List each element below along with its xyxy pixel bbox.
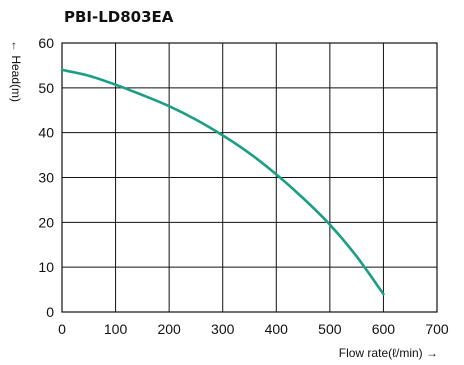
y-axis-ticks: 0 10 20 30 40 50 60	[38, 35, 54, 320]
y-axis-label: ← Head(m)	[9, 40, 23, 102]
x-tick-label: 100	[104, 321, 128, 337]
series-line	[60, 68, 385, 296]
x-tick-label: 0	[58, 321, 66, 337]
x-axis-ticks: 0 100 200 300 400 500 600 700	[58, 321, 449, 337]
plot-frame	[61, 42, 438, 313]
x-tick-label: 600	[372, 321, 396, 337]
x-tick-label: 400	[265, 321, 289, 337]
x-tick-label: 500	[318, 321, 342, 337]
y-tick-label: 0	[46, 304, 54, 320]
series-layer	[60, 68, 385, 296]
x-tick-label: 700	[425, 321, 449, 337]
y-tick-label: 50	[38, 80, 54, 96]
x-tick-label: 200	[157, 321, 181, 337]
y-tick-label: 10	[38, 259, 54, 275]
y-tick-label: 40	[38, 125, 54, 141]
x-axis-label: Flow rate(ℓ/min) →	[339, 346, 438, 360]
grid	[61, 42, 438, 313]
y-tick-label: 60	[38, 35, 54, 51]
chart-title: PBI-LD803EA	[64, 8, 174, 26]
y-tick-label: 30	[38, 170, 54, 186]
x-tick-label: 300	[211, 321, 235, 337]
y-tick-label: 20	[38, 214, 54, 230]
